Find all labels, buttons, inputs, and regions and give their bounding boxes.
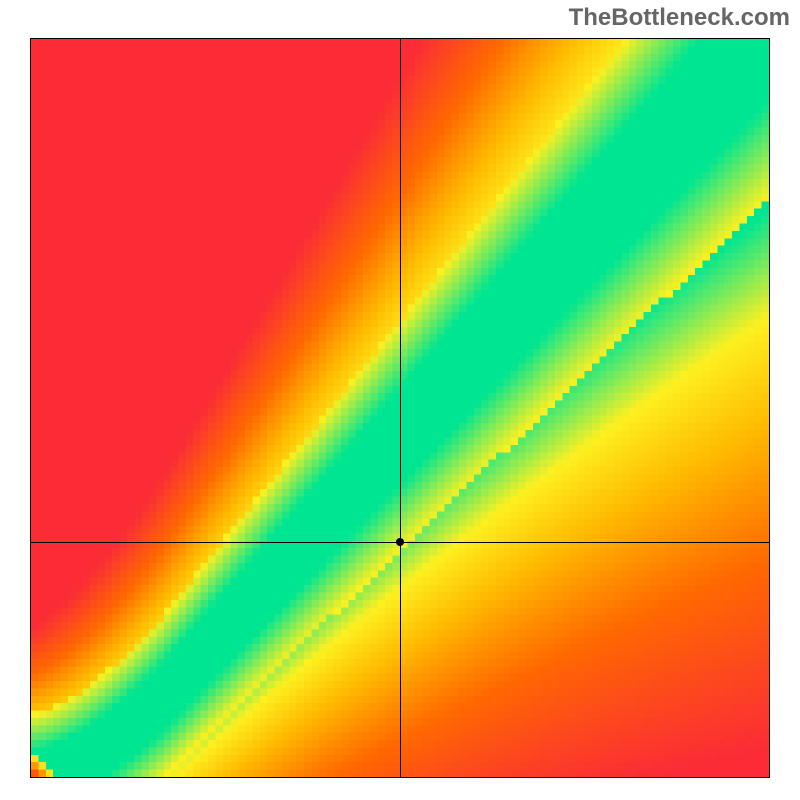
chart-container: TheBottleneck.com — [0, 0, 800, 800]
crosshair-vertical — [400, 39, 401, 777]
watermark-text: TheBottleneck.com — [569, 4, 790, 32]
marker-dot — [396, 538, 404, 546]
plot-area — [30, 38, 770, 778]
